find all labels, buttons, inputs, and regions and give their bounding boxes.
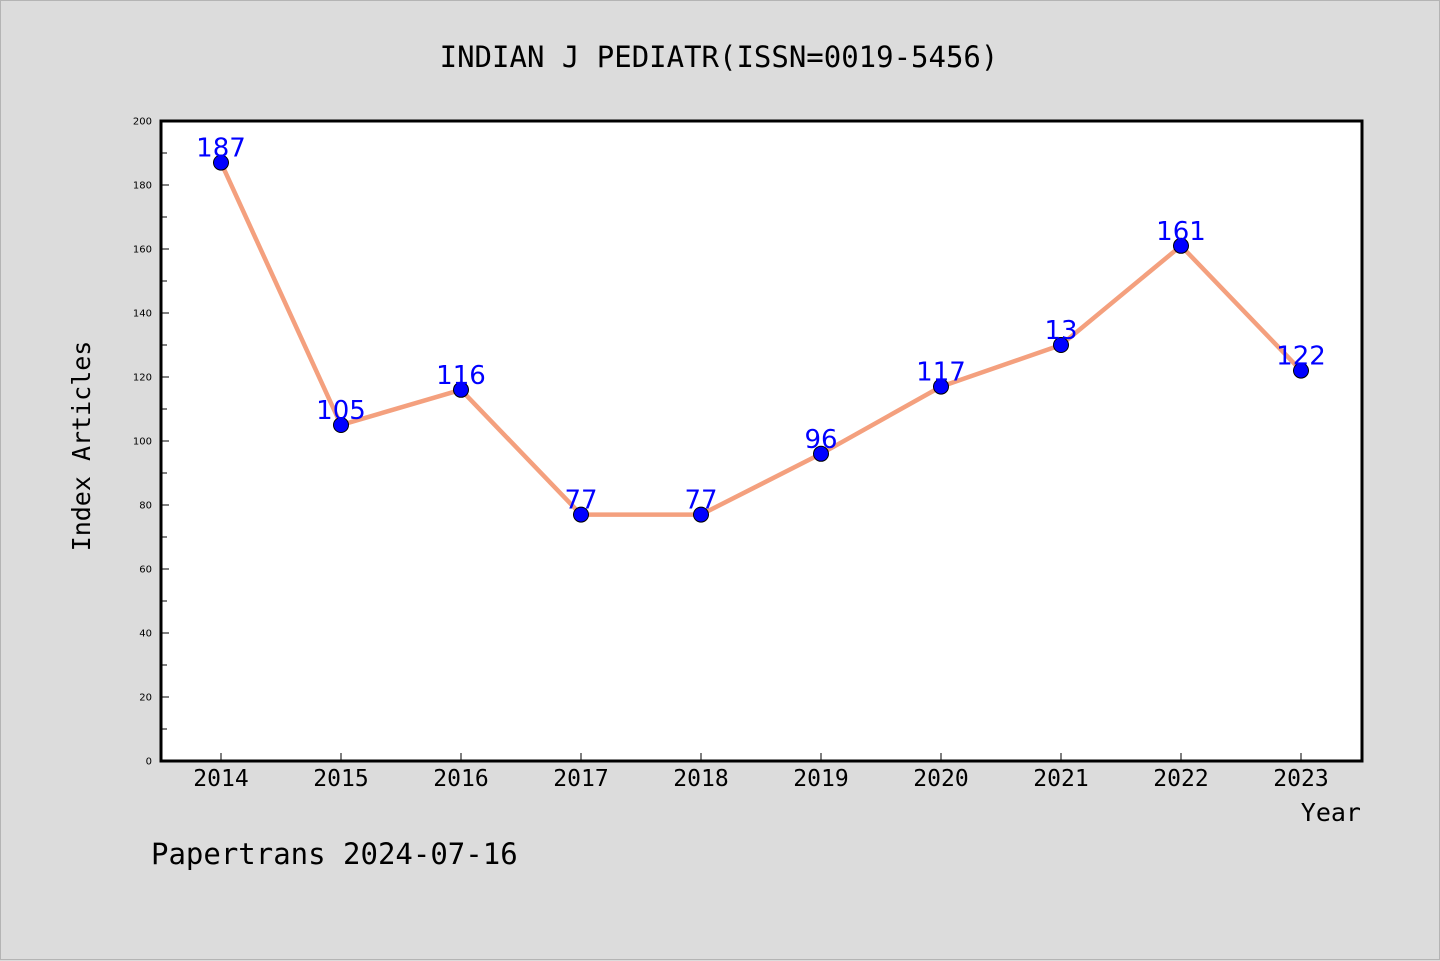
- data-point: [1293, 362, 1309, 379]
- data-label: 105: [316, 396, 366, 426]
- data-point: [1173, 237, 1189, 254]
- y-axis-label: Index Articles: [67, 341, 96, 552]
- chart-title: INDIAN J PEDIATR(ISSN=0019-5456): [440, 40, 999, 74]
- data-point: [1053, 337, 1069, 353]
- plot-area: [159, 119, 1364, 763]
- data-label: 96: [804, 425, 837, 455]
- data-point: [933, 378, 949, 395]
- x-tick-label: 2015: [313, 766, 368, 792]
- x-tick-label: 2021: [1033, 766, 1088, 792]
- y-tick-label: 40: [139, 629, 152, 640]
- data-point: [333, 417, 349, 433]
- data-point: [693, 506, 709, 523]
- y-tick-label: 60: [139, 565, 152, 576]
- data-label: 161: [1156, 217, 1206, 247]
- y-tick-label: 200: [133, 117, 152, 128]
- y-tick-label: 140: [133, 309, 152, 320]
- x-tick-label: 2020: [913, 766, 968, 792]
- data-label: 122: [1276, 342, 1326, 372]
- x-axis-label: Year: [1301, 798, 1361, 827]
- data-point: [813, 445, 829, 462]
- x-tick-label: 2019: [793, 766, 848, 792]
- data-label: 77: [684, 486, 717, 516]
- data-label: 13: [1044, 316, 1077, 346]
- data-label: 117: [916, 358, 966, 388]
- x-tick-label: 2014: [193, 766, 248, 792]
- x-tick-label: 2023: [1273, 766, 1328, 792]
- footer-text: Papertrans 2024-07-16: [151, 837, 518, 871]
- x-tick-label: 2018: [673, 766, 728, 792]
- x-axis: 2014 2015 2016 2017 2018 2019 2020 2021 2022 2023: [193, 753, 1329, 792]
- data-label: 77: [564, 486, 597, 516]
- y-tick-label: 20: [139, 693, 152, 704]
- x-tick-label: 2016: [433, 766, 488, 792]
- data-label: 116: [436, 361, 486, 391]
- series-layer: 187 105 116 77 77 96 117 13 161 122: [196, 134, 1326, 523]
- y-tick-label: 0: [146, 757, 152, 768]
- x-tick-label: 2017: [553, 766, 608, 792]
- data-point: [573, 506, 589, 523]
- data-point: [453, 381, 469, 398]
- data-label: 187: [196, 134, 246, 164]
- data-point: [213, 154, 229, 171]
- y-tick-label: 160: [133, 245, 152, 256]
- y-tick-label: 80: [139, 501, 152, 512]
- series-line: [218, 160, 1304, 517]
- y-tick-label: 120: [133, 373, 152, 384]
- y-axis: 0 20 40 60 80 100 120 140 160 180 200: [133, 117, 169, 768]
- x-tick-label: 2022: [1153, 766, 1208, 792]
- y-tick-label: 100: [133, 437, 152, 448]
- y-tick-label: 180: [133, 181, 152, 192]
